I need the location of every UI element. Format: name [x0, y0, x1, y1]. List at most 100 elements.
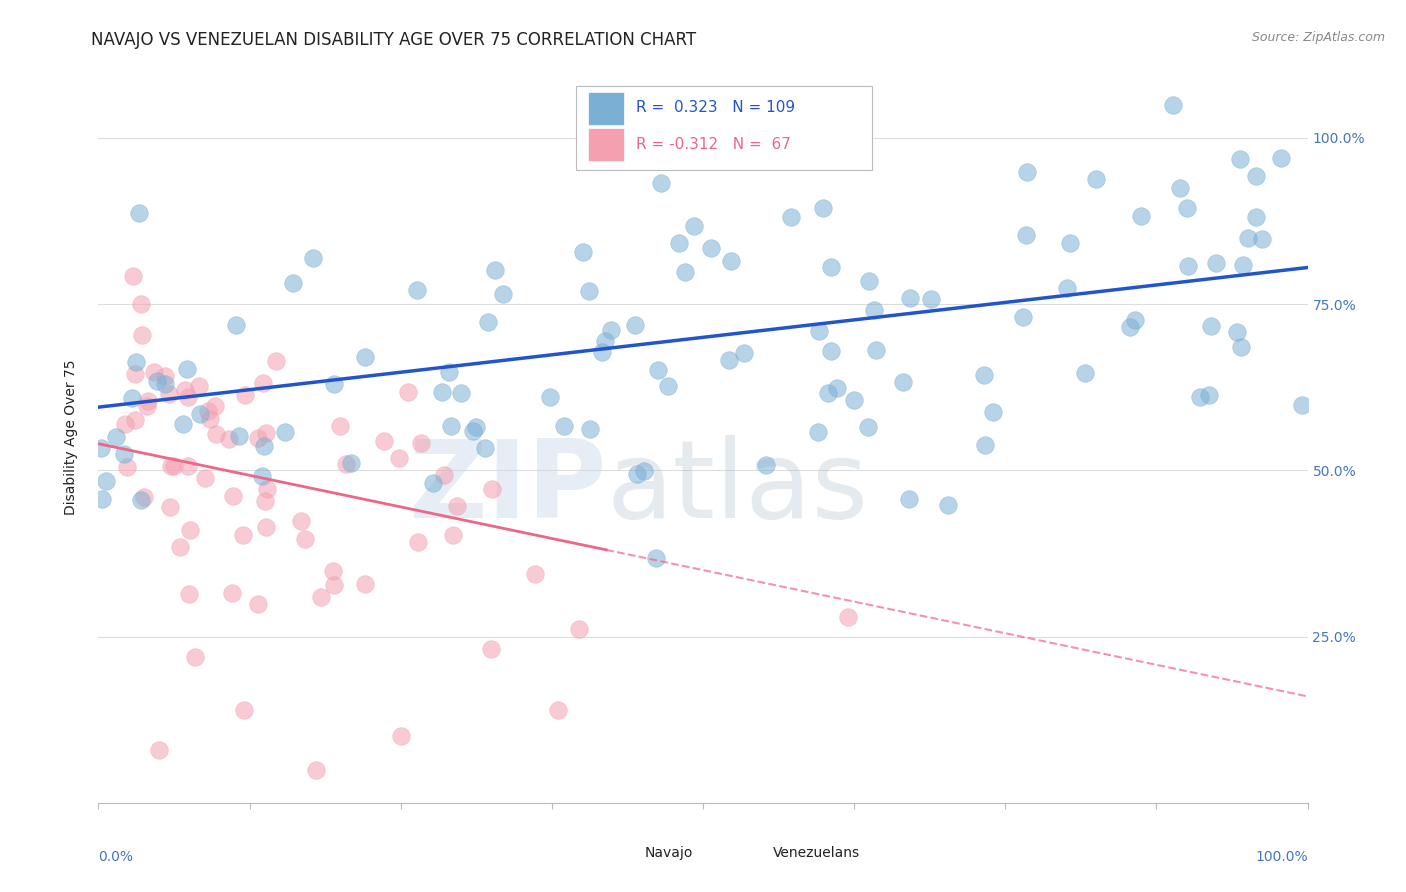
Point: [492, 286, 515, 301]
Point: [322, 578, 344, 592]
Point: [1161, 97, 1184, 112]
Point: [1205, 255, 1227, 269]
Point: [595, 334, 617, 348]
Point: [673, 265, 696, 279]
Text: ZIP: ZIP: [408, 435, 606, 541]
Point: [290, 514, 312, 528]
Point: [920, 292, 942, 306]
Point: [250, 468, 273, 483]
Point: [568, 623, 591, 637]
Point: [1229, 153, 1251, 167]
Point: [256, 482, 278, 496]
Point: [221, 586, 243, 600]
Point: [446, 500, 468, 514]
Point: [863, 303, 886, 318]
Point: [153, 376, 176, 391]
Point: [373, 434, 395, 448]
Point: [254, 426, 277, 441]
Point: [813, 201, 835, 215]
Point: [232, 703, 254, 717]
Point: [354, 350, 377, 364]
Text: Venezuelans: Venezuelans: [773, 846, 860, 860]
Point: [335, 457, 357, 471]
Point: [205, 426, 228, 441]
Point: [121, 268, 143, 283]
Point: [856, 420, 879, 434]
Point: [91, 491, 114, 506]
Point: [1074, 367, 1097, 381]
Point: [253, 493, 276, 508]
Point: [114, 417, 136, 431]
Point: [683, 219, 706, 234]
Point: [433, 467, 456, 482]
Point: [1226, 326, 1249, 340]
Point: [1236, 231, 1258, 245]
Point: [1168, 181, 1191, 195]
Point: [484, 263, 506, 277]
Point: [1177, 260, 1199, 274]
Point: [128, 205, 150, 219]
Point: [305, 763, 328, 777]
Point: [124, 367, 146, 381]
Point: [266, 354, 288, 368]
Point: [1189, 391, 1212, 405]
Point: [553, 419, 575, 434]
Point: [131, 327, 153, 342]
Point: [645, 551, 668, 566]
Point: [650, 176, 672, 190]
Point: [465, 419, 488, 434]
Point: [221, 489, 243, 503]
FancyBboxPatch shape: [740, 841, 766, 863]
Point: [720, 254, 742, 268]
Point: [1291, 398, 1313, 412]
Point: [409, 436, 432, 450]
Point: [443, 528, 465, 542]
Point: [160, 459, 183, 474]
Point: [135, 399, 157, 413]
Point: [837, 149, 859, 163]
Point: [218, 432, 240, 446]
Point: [159, 500, 181, 514]
Point: [1175, 201, 1198, 215]
Point: [817, 386, 839, 401]
Point: [1270, 151, 1292, 165]
Point: [194, 471, 217, 485]
Point: [169, 540, 191, 554]
Point: [142, 364, 165, 378]
Point: [1015, 228, 1038, 243]
Point: [179, 587, 201, 601]
Point: [281, 276, 304, 290]
Point: [129, 297, 152, 311]
Point: [1056, 281, 1078, 295]
Point: [865, 343, 887, 357]
Point: [1012, 310, 1035, 324]
Point: [450, 386, 472, 401]
Point: [898, 291, 921, 305]
Point: [820, 343, 842, 358]
Point: [184, 649, 207, 664]
Text: atlas: atlas: [606, 435, 869, 541]
Point: [176, 361, 198, 376]
Point: [174, 383, 197, 397]
Point: [90, 441, 112, 455]
Point: [124, 413, 146, 427]
Point: [481, 482, 503, 496]
Point: [825, 381, 848, 395]
Point: [121, 391, 143, 405]
Point: [200, 412, 222, 426]
Point: [233, 388, 256, 402]
Point: [188, 408, 211, 422]
Point: [406, 535, 429, 549]
Point: [1244, 210, 1267, 224]
Point: [1199, 318, 1222, 333]
Point: [1198, 388, 1220, 402]
Text: 0.0%: 0.0%: [98, 850, 134, 864]
Point: [339, 456, 361, 470]
Point: [252, 376, 274, 390]
Point: [405, 283, 427, 297]
Point: [647, 363, 669, 377]
Point: [1059, 236, 1081, 251]
Point: [225, 318, 247, 332]
Point: [842, 393, 865, 408]
Point: [302, 251, 325, 265]
